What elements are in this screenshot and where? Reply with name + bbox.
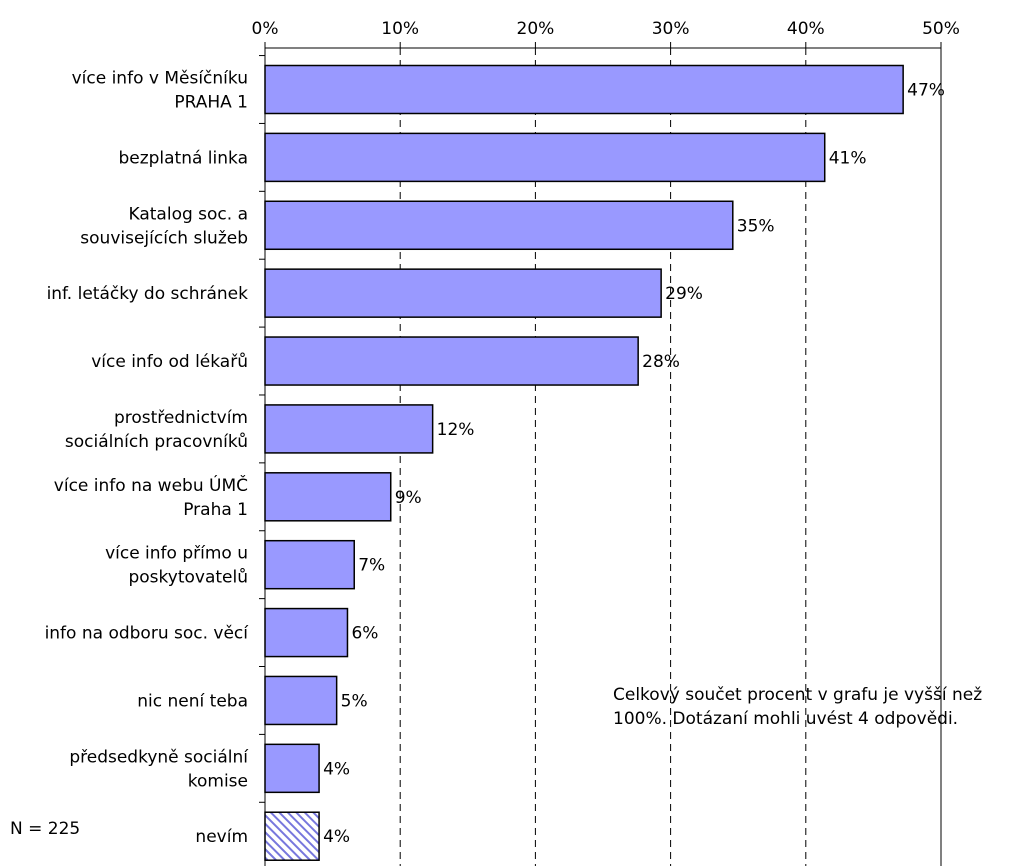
category-label: více info přímo u poskytovatelů [105, 544, 248, 588]
bar-11 [264, 811, 320, 861]
value-label: 28% [642, 352, 680, 372]
category-label: bezplatná linka [118, 148, 248, 168]
category-label: info na odboru soc. věcí [45, 624, 250, 644]
category-label: Katalog soc. a souvisejících služeb [80, 204, 248, 248]
category-label: inf. letáčky do schránek [47, 284, 249, 304]
bar-9 [264, 675, 338, 726]
value-label: 35% [737, 216, 775, 236]
category-label: prostřednictvím sociálních pracovníků [65, 408, 248, 452]
value-label: 12% [437, 420, 475, 440]
value-label: 5% [341, 691, 368, 711]
x-tick-label: 0% [252, 19, 279, 39]
bar-1 [264, 132, 826, 183]
x-tick-label: 50% [922, 19, 960, 39]
x-tick-label: 40% [787, 19, 825, 39]
category-label: více info v Měsíčníku PRAHA 1 [72, 69, 248, 113]
category-label: více info od lékařů [91, 352, 248, 372]
bar-4 [264, 336, 639, 386]
bar-0 [264, 64, 904, 115]
sample-size-label: N = 225 [10, 819, 81, 839]
value-label: 29% [665, 284, 703, 304]
category-label: nevím [195, 827, 248, 847]
x-tick-label: 30% [652, 19, 690, 39]
value-label: 6% [351, 624, 378, 644]
value-label: 4% [323, 827, 350, 847]
bar-3 [264, 268, 662, 318]
chart-note: Celkový součet procent v grafu je vyšší … [613, 685, 983, 729]
value-label: 47% [907, 81, 945, 101]
category-label: nic není teba [137, 691, 248, 711]
x-tick-label: 10% [381, 19, 419, 39]
value-label: 41% [829, 148, 867, 168]
bar-5 [264, 404, 434, 454]
value-label: 7% [358, 556, 385, 576]
bar-10 [264, 743, 320, 794]
bar-8 [264, 607, 349, 658]
x-tick-label: 20% [517, 19, 555, 39]
bar-2 [264, 200, 734, 251]
value-label: 9% [395, 488, 422, 508]
category-label: předsedkyně sociální komise [69, 747, 249, 791]
bar-7 [264, 539, 355, 590]
category-label: více info na webu ÚMČ Praha 1 [54, 474, 248, 520]
bar-6 [264, 472, 392, 522]
value-label: 4% [323, 759, 350, 779]
